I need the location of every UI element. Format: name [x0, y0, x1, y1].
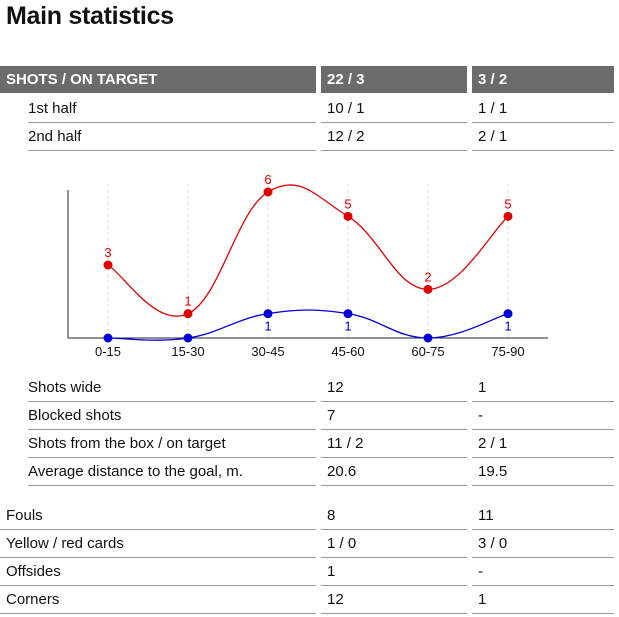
data-label: 3: [104, 245, 111, 260]
data-point: [343, 211, 353, 221]
data-point: [103, 260, 113, 270]
shots-header-label: SHOTS / ON TARGET: [0, 66, 316, 93]
table-row-cards: Yellow / red cards 1 / 0 3 / 0: [0, 530, 619, 558]
row-label: Average distance to the goal, m.: [28, 458, 316, 486]
row-team1-value: 11 / 2: [321, 430, 467, 458]
shots-by-period-chart: 0-15 15-30 30-45 45-60 60-75 75-90 3 1 6 5 2 5 1 1 1: [67, 172, 548, 359]
data-point: [343, 309, 353, 319]
table-row-corners: Corners 12 1: [0, 586, 619, 614]
x-tick-label: 45-60: [331, 344, 364, 359]
row-team1-value: 7: [321, 402, 467, 430]
row-team1-value: 12: [321, 374, 467, 402]
table-row-blocked-shots: Blocked shots 7 -: [0, 402, 619, 430]
row-team2-value: 3 / 0: [472, 530, 614, 558]
data-label: 1: [504, 319, 511, 334]
row-team2-value: 1: [472, 586, 614, 614]
data-label: 5: [344, 196, 351, 211]
table-row-average-distance: Average distance to the goal, m. 20.6 19…: [0, 458, 619, 486]
data-point: [263, 187, 273, 197]
data-point: [103, 333, 113, 343]
data-label: 2: [424, 269, 431, 284]
x-tick-label: 30-45: [251, 344, 284, 359]
row-team1-value: 1 / 0: [321, 530, 467, 558]
series-line: [107, 184, 509, 317]
shots-header-team1: 22 / 3: [321, 66, 467, 93]
row-label: Blocked shots: [28, 402, 316, 430]
data-point: [503, 211, 513, 221]
x-tick-label: 15-30: [171, 344, 204, 359]
row-team2-value: 19.5: [472, 458, 614, 486]
row-team1-value: 20.6: [321, 458, 467, 486]
x-tick-label: 0-15: [95, 344, 121, 359]
data-point: [423, 333, 433, 343]
row-label: 2nd half: [28, 123, 316, 151]
data-point: [423, 284, 433, 294]
data-point: [503, 309, 513, 319]
table-row-offsides: Offsides 1 -: [0, 558, 619, 586]
row-team2-value: -: [472, 558, 614, 586]
page-title: Main statistics: [6, 2, 174, 30]
data-point: [183, 309, 193, 319]
row-team1-value: 12 / 2: [321, 123, 467, 151]
row-team2-value: 11: [472, 502, 614, 530]
table-row-shots-wide: Shots wide 12 1: [0, 374, 619, 402]
x-tick-label: 60-75: [411, 344, 444, 359]
data-label: 6: [264, 172, 271, 187]
row-team1-value: 10 / 1: [321, 95, 467, 123]
x-tick-label: 75-90: [491, 344, 524, 359]
table-row-fouls: Fouls 8 11: [0, 502, 619, 530]
data-point: [263, 309, 273, 319]
row-label: 1st half: [28, 95, 316, 123]
row-label: Yellow / red cards: [0, 530, 316, 558]
table-row-shots-from-box: Shots from the box / on target 11 / 2 2 …: [0, 430, 619, 458]
data-label: 1: [184, 294, 191, 309]
row-team1-value: 12: [321, 586, 467, 614]
table-row-1st-half: 1st half 10 / 1 1 / 1: [0, 95, 619, 123]
row-label: Fouls: [0, 502, 316, 530]
data-label: 1: [344, 319, 351, 334]
row-label: Shots wide: [28, 374, 316, 402]
row-team2-value: 2 / 1: [472, 123, 614, 151]
row-label: Shots from the box / on target: [28, 430, 316, 458]
row-label: Offsides: [0, 558, 316, 586]
row-team2-value: -: [472, 402, 614, 430]
row-label: Corners: [0, 586, 316, 614]
data-label: 1: [264, 319, 271, 334]
row-team2-value: 2 / 1: [472, 430, 614, 458]
row-team1-value: 8: [321, 502, 467, 530]
row-team1-value: 1: [321, 558, 467, 586]
row-team2-value: 1 / 1: [472, 95, 614, 123]
data-label: 5: [504, 196, 511, 211]
shots-header-team2: 3 / 2: [472, 66, 614, 93]
table-row-2nd-half: 2nd half 12 / 2 2 / 1: [0, 123, 619, 151]
data-point: [183, 333, 193, 343]
row-team2-value: 1: [472, 374, 614, 402]
